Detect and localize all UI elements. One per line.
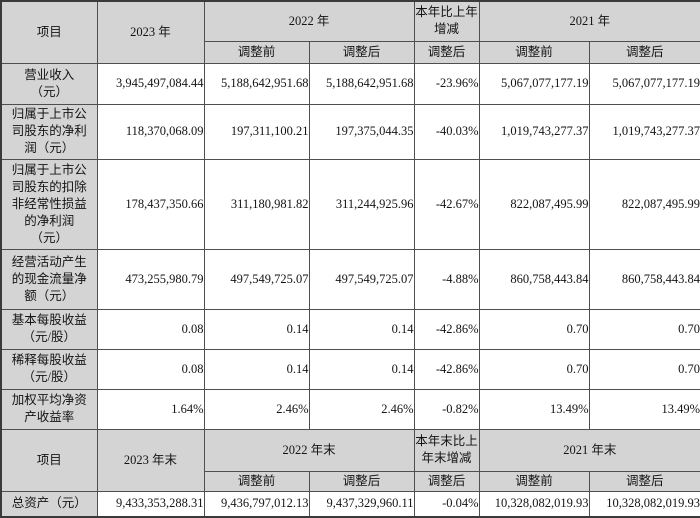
subheader-2021-after: 调整后 — [588, 470, 700, 492]
row-label: 营业收入 （元） — [0, 62, 98, 105]
subheader-2022-after: 调整后 — [308, 470, 415, 492]
header-2022: 2022 年 — [203, 0, 415, 42]
cell-2022-after: 2.46% — [308, 388, 415, 430]
cell-change: -0.82% — [413, 388, 480, 430]
subheader-2022-before: 调整前 — [203, 40, 310, 64]
row-label: 加权平均净资 产收益率 — [0, 388, 98, 430]
header-item: 项目 — [0, 0, 98, 64]
header-change-end: 本年末比上 年末增减 — [413, 428, 480, 472]
subheader-change-after: 调整后 — [413, 40, 480, 64]
cell-2022-after: 0.14 — [308, 348, 415, 390]
cell-2021-before: 0.70 — [478, 308, 590, 350]
cell-2021-after: 860,758,443.84 — [588, 248, 700, 310]
cell-2022-after: 311,244,925.96 — [308, 158, 415, 250]
cell-2023: 0.08 — [96, 348, 205, 390]
table-row: 归属于上市公 司股东的净利 润（元） 118,370,068.09 197,31… — [0, 103, 700, 160]
row-label: 总资产（元） — [0, 490, 98, 518]
cell-2021-after: 10,328,082,019.93 — [588, 490, 700, 518]
cell-2023: 3,945,497,084.44 — [96, 62, 205, 105]
cell-2023: 473,255,980.79 — [96, 248, 205, 310]
cell-2022-before: 2.46% — [203, 388, 310, 430]
cell-2022-after: 497,549,725.07 — [308, 248, 415, 310]
cell-change: -42.86% — [413, 348, 480, 390]
subheader-change-after: 调整后 — [413, 470, 480, 492]
subheader-2021-before: 调整前 — [478, 470, 590, 492]
yearend-header-row-main: 项目 2023 年末 2022 年末 本年末比上 年末增减 2021 年末 — [0, 428, 700, 492]
header-2022-end: 2022 年末 — [203, 428, 415, 472]
cell-2023: 178,437,350.66 — [96, 158, 205, 250]
table-row: 经营活动产生 的现金流量净 额（元） 473,255,980.79 497,54… — [0, 248, 700, 310]
table-row: 稀释每股收益 （元/股） 0.08 0.14 0.14 -42.86% 0.70… — [0, 348, 700, 390]
cell-2023: 1.64% — [96, 388, 205, 430]
cell-2021-before: 0.70 — [478, 348, 590, 390]
cell-2021-before: 5,067,077,177.19 — [478, 62, 590, 105]
annual-header-row-sub: 调整前 调整后 调整后 调整前 调整后 — [1, 40, 700, 64]
header-2021-end: 2021 年末 — [478, 428, 700, 472]
header-2023: 2023 年 — [96, 0, 205, 64]
header-item: 项目 — [0, 428, 98, 492]
cell-2021-after: 13.49% — [588, 388, 700, 430]
row-label: 稀释每股收益 （元/股） — [0, 348, 98, 390]
cell-change: -4.88% — [413, 248, 480, 310]
subheader-2022-after: 调整后 — [308, 40, 415, 64]
cell-2022-before: 5,188,642,951.68 — [203, 62, 310, 105]
cell-2023: 118,370,068.09 — [96, 103, 205, 160]
cell-2022-before: 311,180,981.82 — [203, 158, 310, 250]
cell-2021-before: 860,758,443.84 — [478, 248, 590, 310]
cell-change: -42.86% — [413, 308, 480, 350]
cell-2021-before: 10,328,082,019.93 — [478, 490, 590, 518]
table-row: 总资产（元） 9,433,353,288.31 9,436,797,012.13… — [0, 490, 700, 518]
cell-2023: 9,433,353,288.31 — [96, 490, 205, 518]
table-row: 基本每股收益 （元/股） 0.08 0.14 0.14 -42.86% 0.70… — [0, 308, 700, 350]
cell-2021-before: 1,019,743,277.37 — [478, 103, 590, 160]
subheader-2021-after: 调整后 — [588, 40, 700, 64]
header-change: 本年比上年 增减 — [413, 0, 480, 42]
table-row: 归属于上市公 司股东的扣除 非经常性损益 的净利润 （元） 178,437,35… — [0, 158, 700, 250]
cell-2022-after: 9,437,329,960.11 — [308, 490, 415, 518]
header-2021: 2021 年 — [478, 0, 700, 42]
cell-2021-before: 13.49% — [478, 388, 590, 430]
yearend-header-row-sub: 调整前 调整后 调整后 调整前 调整后 — [1, 470, 700, 492]
cell-2021-after: 1,019,743,277.37 — [588, 103, 700, 160]
row-label: 经营活动产生 的现金流量净 额（元） — [0, 248, 98, 310]
header-2023-end: 2023 年末 — [96, 428, 205, 492]
table-row: 加权平均净资 产收益率 1.64% 2.46% 2.46% -0.82% 13.… — [0, 388, 700, 430]
cell-change: -0.04% — [413, 490, 480, 518]
cell-2022-after: 197,375,044.35 — [308, 103, 415, 160]
cell-2022-before: 0.14 — [203, 348, 310, 390]
cell-2022-after: 5,188,642,951.68 — [308, 62, 415, 105]
subheader-2021-before: 调整前 — [478, 40, 590, 64]
cell-2021-after: 0.70 — [588, 308, 700, 350]
annual-header-row-main: 项目 2023 年 2022 年 本年比上年 增减 2021 年 — [0, 0, 700, 64]
cell-2022-before: 0.14 — [203, 308, 310, 350]
cell-2022-before: 9,436,797,012.13 — [203, 490, 310, 518]
subheader-2022-before: 调整前 — [203, 470, 310, 492]
table-row: 营业收入 （元） 3,945,497,084.44 5,188,642,951.… — [0, 62, 700, 105]
cell-2022-after: 0.14 — [308, 308, 415, 350]
cell-2021-after: 0.70 — [588, 348, 700, 390]
cell-change: -40.03% — [413, 103, 480, 160]
cell-2021-before: 822,087,495.99 — [478, 158, 590, 250]
cell-2021-after: 822,087,495.99 — [588, 158, 700, 250]
row-label: 基本每股收益 （元/股） — [0, 308, 98, 350]
cell-change: -23.96% — [413, 62, 480, 105]
cell-2021-after: 5,067,077,177.19 — [588, 62, 700, 105]
cell-2022-before: 497,549,725.07 — [203, 248, 310, 310]
row-label: 归属于上市公 司股东的净利 润（元） — [0, 103, 98, 160]
cell-change: -42.67% — [413, 158, 480, 250]
row-label: 归属于上市公 司股东的扣除 非经常性损益 的净利润 （元） — [0, 158, 98, 250]
cell-2023: 0.08 — [96, 308, 205, 350]
cell-2022-before: 197,311,100.21 — [203, 103, 310, 160]
